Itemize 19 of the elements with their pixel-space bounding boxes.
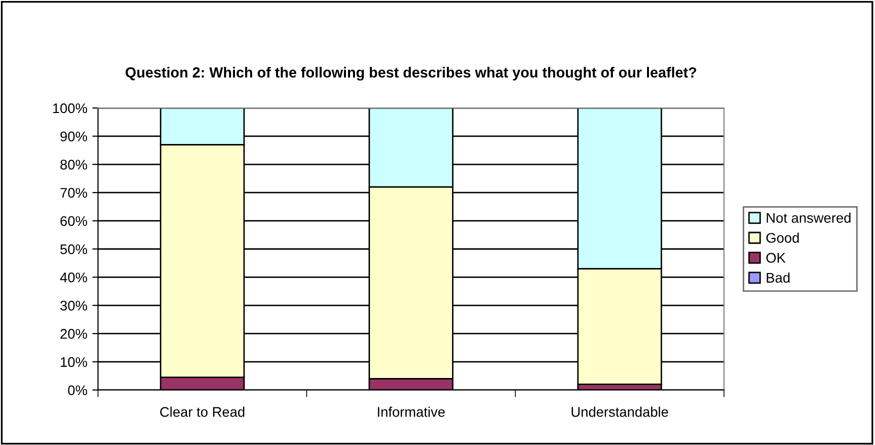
y-tick-label: 70% bbox=[60, 188, 88, 198]
y-tick-label: 50% bbox=[60, 244, 88, 254]
x-tick-label: Understandable bbox=[572, 406, 668, 417]
y-tick-label: 60% bbox=[60, 216, 88, 226]
y-tick-label: 40% bbox=[60, 272, 88, 282]
y-tick-label: 20% bbox=[60, 328, 88, 339]
x-tick-label: Informative bbox=[378, 406, 445, 417]
y-tick-label: 30% bbox=[60, 300, 88, 311]
y-tick-label: 10% bbox=[60, 357, 88, 367]
legend-label: Not answered bbox=[766, 212, 850, 223]
legend-label: OK bbox=[766, 252, 786, 263]
y-tick-label: 90% bbox=[60, 132, 88, 142]
y-tick-label: 0% bbox=[68, 385, 88, 396]
legend-label: Good bbox=[766, 232, 799, 243]
legend-label: Bad bbox=[766, 272, 790, 283]
y-tick-label: 100% bbox=[53, 103, 88, 114]
x-tick-label: Clear to Read bbox=[160, 406, 244, 417]
y-tick-label: 80% bbox=[60, 160, 88, 170]
chart-title: Question 2: Which of the following best describes what you thought of our leaflet? bbox=[126, 66, 696, 81]
